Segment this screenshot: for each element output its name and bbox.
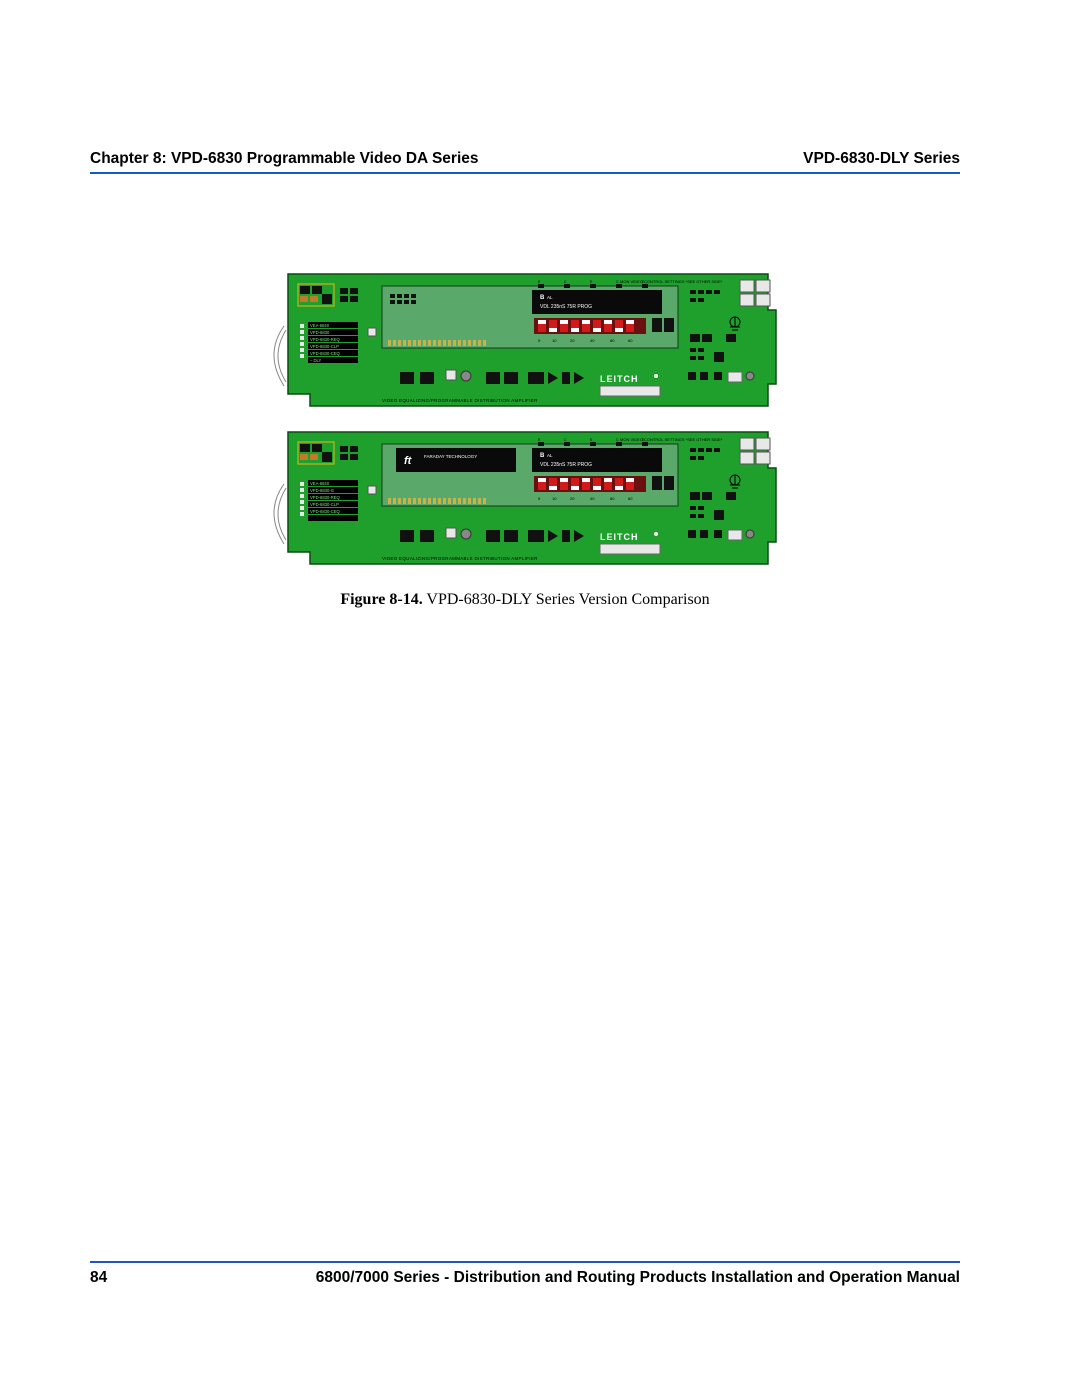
page-number: 84 [90,1269,107,1287]
svg-text:VPD-6830-CEQ: VPD-6830-CEQ [310,509,341,514]
top-legend-text: MON VIDEO CONTROL SETTINGS *SEE OTHER SI… [620,279,723,284]
board-comparison-diagram: MON VIDEO CONTROL SETTINGS *SEE OTHER SI… [270,264,780,572]
svg-text:10: 10 [552,496,557,501]
svg-text:VPD-6830-REQ: VPD-6830-REQ [310,495,341,500]
svg-text:80: 80 [610,338,615,343]
page-header: Chapter 8: VPD-6830 Programmable Video D… [90,150,960,174]
page-footer: 84 6800/7000 Series - Distribution and R… [90,1261,960,1287]
svg-text:VPD-6830: VPD-6830 [310,330,330,335]
svg-text:80: 80 [628,496,633,501]
pcb-top-svg: MON VIDEO CONTROL SETTINGS *SEE OTHER SI… [270,264,780,414]
pcb-bottom-svg: MON VIDEO CONTROL SETTINGS *SEE OTHER SI… [270,422,780,572]
svg-text:VEA-6840: VEA-6840 [310,323,330,328]
svg-text:20: 20 [570,496,575,501]
svg-text:80: 80 [610,496,615,501]
svg-text:VDL 235nS 75R PROG: VDL 235nS 75R PROG [540,304,592,310]
svg-text:VPD-6830-CLP: VPD-6830-CLP [310,502,339,507]
svg-text:VEA-6840: VEA-6840 [310,481,330,486]
bottom-strip-text: VIDEO EQUALIZING/PROGRAMMABLE DISTRIBUTI… [382,398,538,403]
chapter-title: Chapter 8: VPD-6830 Programmable Video D… [90,150,479,168]
svg-text:VPD-6830-G: VPD-6830-G [310,488,334,493]
figure-caption-text: VPD-6830-DLY Series Version Comparison [423,591,710,608]
svg-text:80: 80 [628,338,633,343]
svg-text:VIDEO EQUALIZING/PROGRAMMABLE: VIDEO EQUALIZING/PROGRAMMABLE DISTRIBUTI… [382,556,538,561]
board-top: MON VIDEO CONTROL SETTINGS *SEE OTHER SI… [270,264,780,414]
svg-text:B: B [540,295,545,301]
board-bottom: MON VIDEO CONTROL SETTINGS *SEE OTHER SI… [270,422,780,572]
svg-text:VPD-6830-CLP: VPD-6830-CLP [310,344,339,349]
svg-text:LEITCH: LEITCH [600,374,639,384]
svg-text:AL: AL [547,295,553,300]
svg-text:MON VIDEO CONTROL SETTINGS *SE: MON VIDEO CONTROL SETTINGS *SEE OTHER SI… [620,437,723,442]
svg-text:VDL 235nS 75R PROG: VDL 235nS 75R PROG [540,462,592,468]
svg-text:10: 10 [552,338,557,343]
figure-caption: Figure 8-14. VPD-6830-DLY Series Version… [90,591,960,609]
svg-text:FARADAY TECHNOLOGY: FARADAY TECHNOLOGY [424,454,477,459]
svg-text:20: 20 [570,338,575,343]
svg-text:40: 40 [590,338,595,343]
figure-8-14: MON VIDEO CONTROL SETTINGS *SEE OTHER SI… [90,264,960,609]
svg-text:VPD-6830-CEQ: VPD-6830-CEQ [310,351,341,356]
series-title: VPD-6830-DLY Series [803,150,960,168]
svg-text:40: 40 [590,496,595,501]
faraday-ic [396,448,516,472]
svg-text:B: B [540,453,545,459]
svg-text:LEITCH: LEITCH [600,532,639,542]
manual-title: 6800/7000 Series - Distribution and Rout… [316,1269,960,1287]
svg-text:– DLY: – DLY [310,358,322,363]
svg-text:AL: AL [547,453,553,458]
figure-label: Figure 8-14. [340,591,422,608]
svg-text:VPD-6830-REQ: VPD-6830-REQ [310,337,341,342]
